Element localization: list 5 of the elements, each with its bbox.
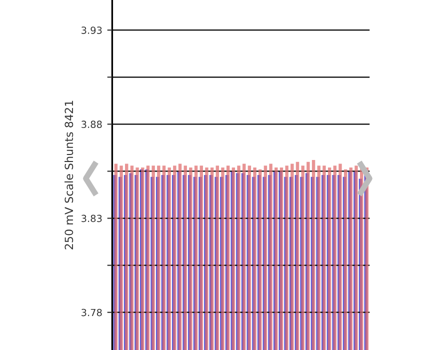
y-tick-label: 3.93	[82, 26, 102, 34]
y-tick-label: 3.83	[82, 214, 102, 222]
y-tick-label: 3.88	[82, 120, 102, 128]
y-tick-label: 3.78	[82, 308, 102, 316]
y-axis-title: 250 mV Scale Shunts 8421	[64, 100, 74, 250]
